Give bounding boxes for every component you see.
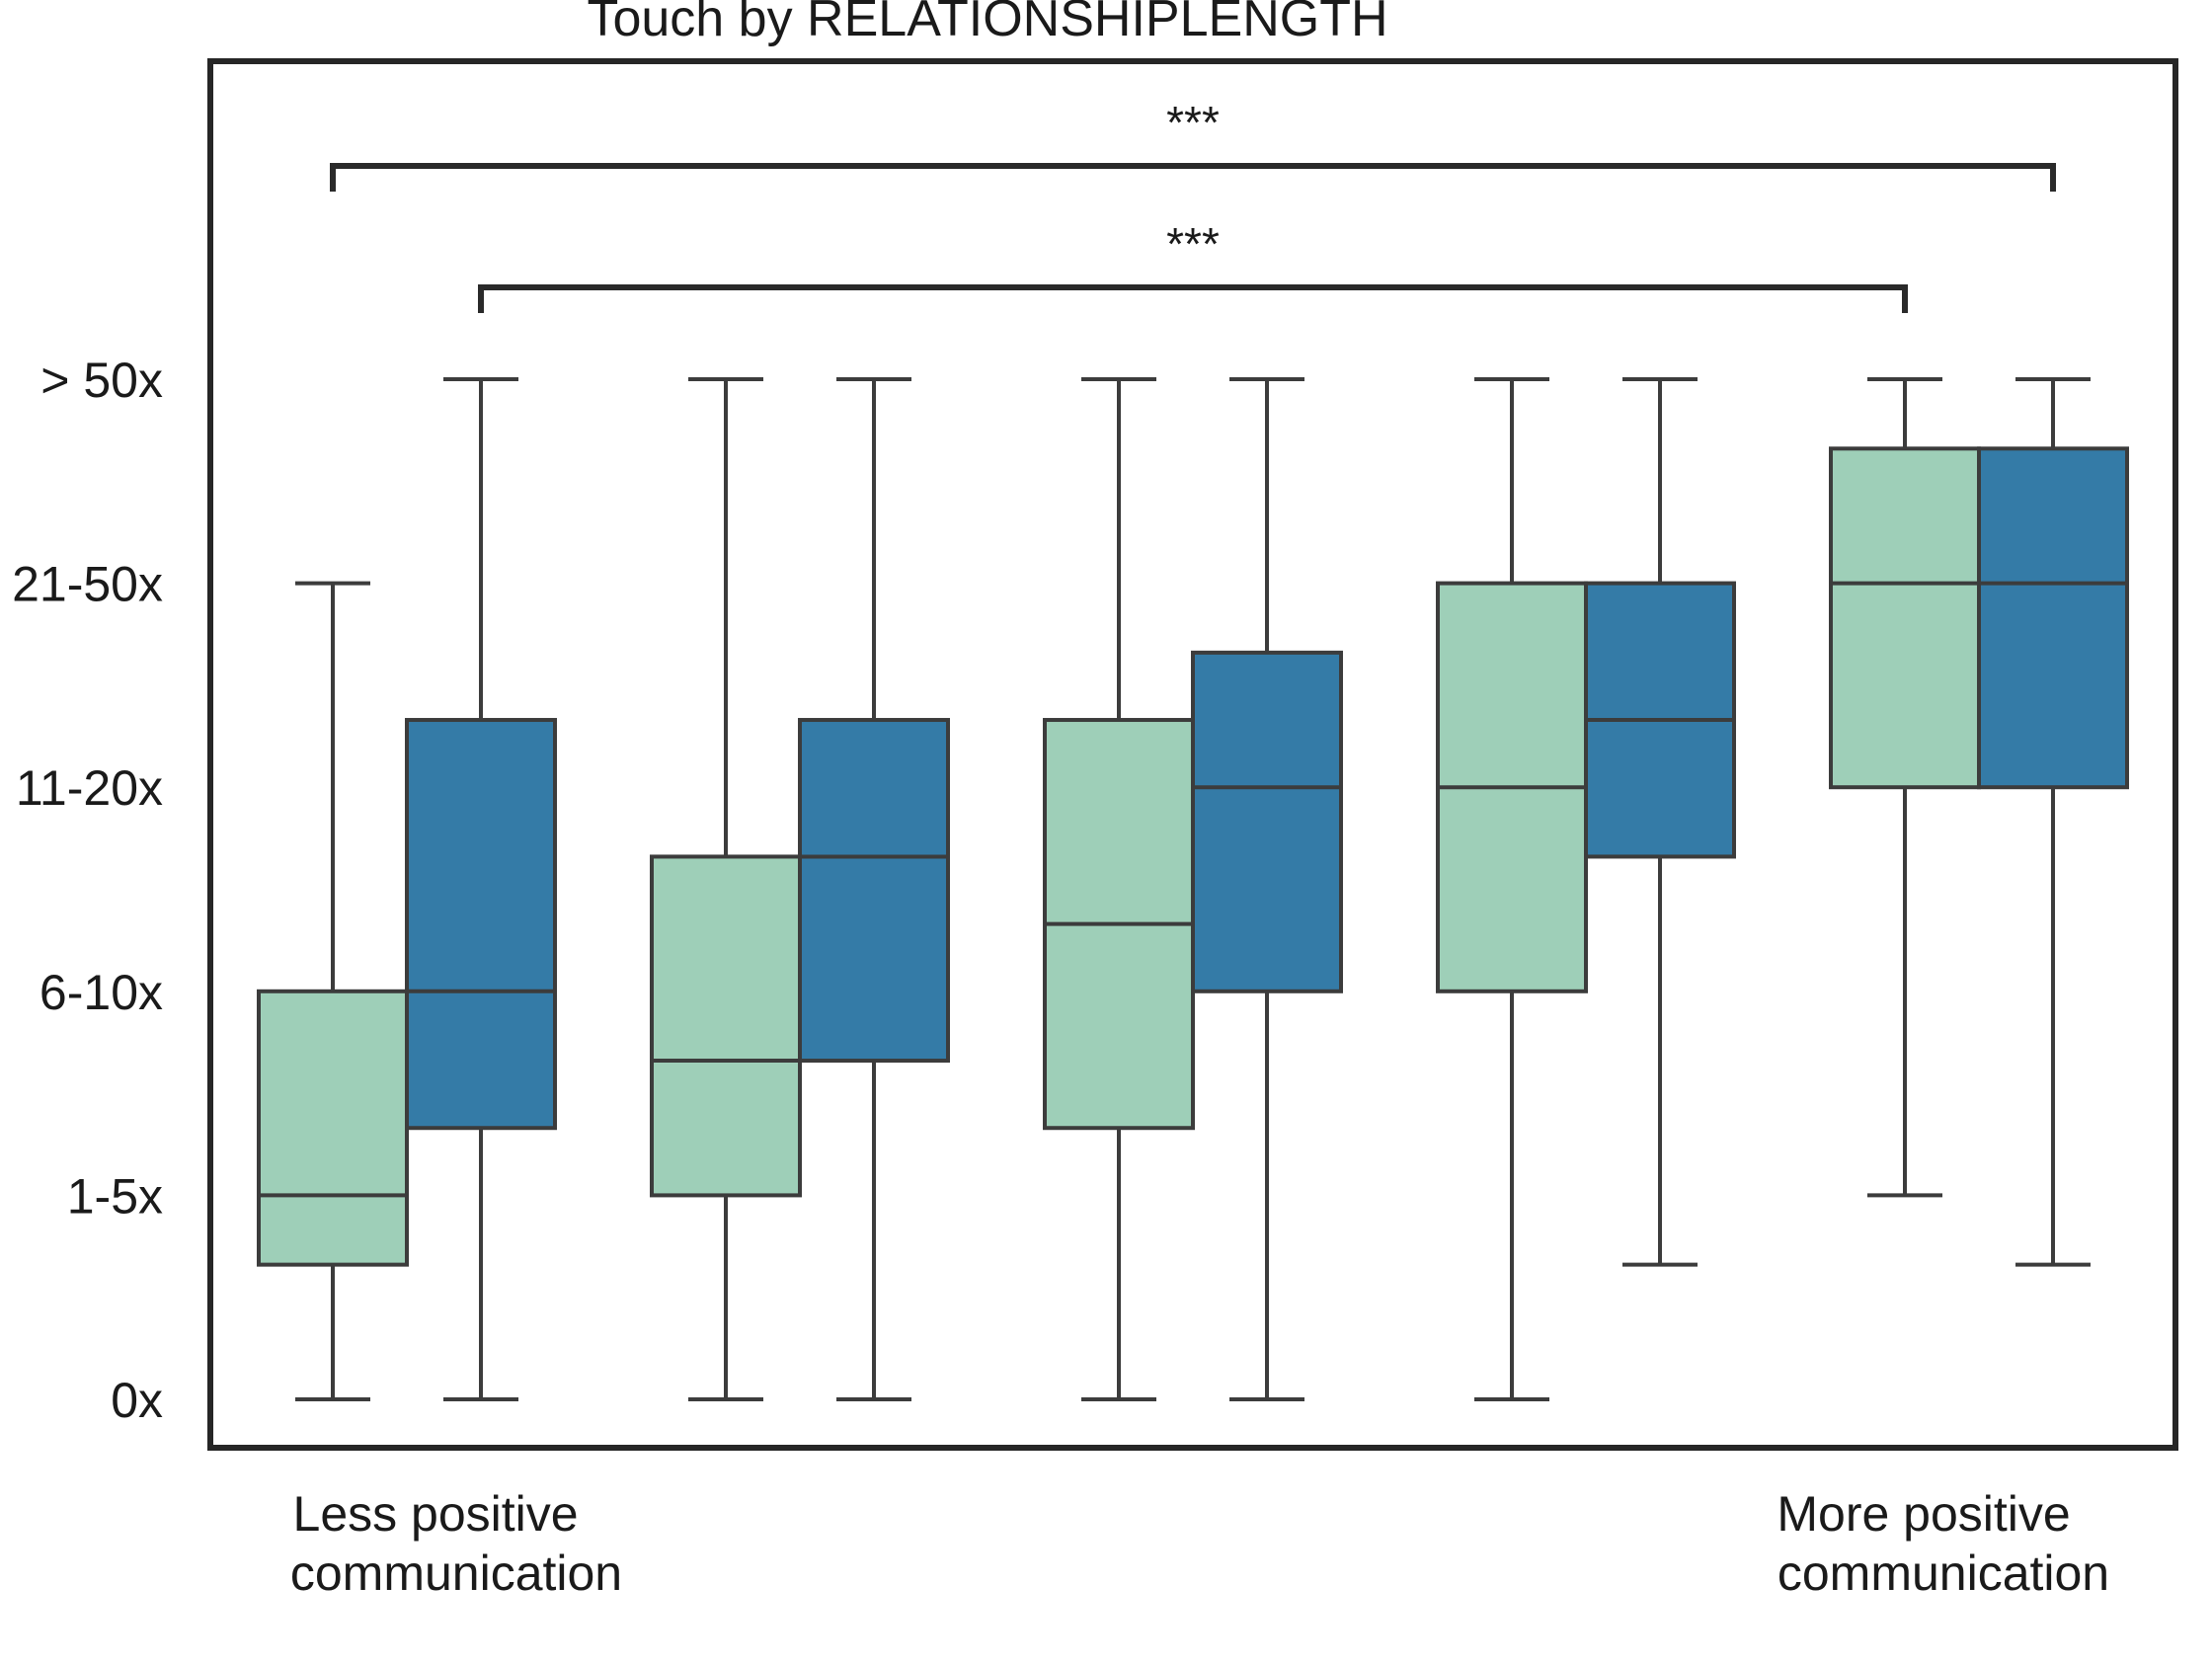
box-a-group-5 <box>1829 377 1981 1198</box>
iqr-box <box>405 718 557 1131</box>
chart-title: Touch by RELATIONSHIPLENGTH <box>587 0 1387 47</box>
box-series <box>257 377 2129 1401</box>
box-a-group-2 <box>650 377 802 1401</box>
y-axis-tick-labels: 0x 1-5x 6-10x 11-20x 21-50x > 50x <box>12 353 163 1428</box>
box-b-group-4 <box>1584 377 1736 1267</box>
y-tick-label: 0x <box>111 1373 163 1428</box>
significance-brackets: *** *** <box>330 97 2056 313</box>
box-a-group-4 <box>1436 377 1588 1401</box>
iqr-box <box>1191 650 1343 993</box>
y-tick-label: 6-10x <box>40 965 163 1020</box>
significance-bracket: *** <box>478 218 1908 313</box>
x-caption-right: More positive communication <box>1777 1486 2109 1601</box>
box-b-group-2 <box>798 377 950 1401</box>
iqr-box <box>1829 446 1981 790</box>
box-b-group-1 <box>405 377 557 1401</box>
y-tick-label: 11-20x <box>16 760 163 816</box>
iqr-box <box>257 989 409 1267</box>
significance-bracket: *** <box>330 97 2056 192</box>
box-b-group-5 <box>1977 377 2129 1267</box>
significance-label: *** <box>1166 97 1220 148</box>
y-tick-label: 1-5x <box>67 1168 163 1224</box>
iqr-box <box>1977 446 2129 790</box>
y-tick-label: 21-50x <box>12 557 163 612</box>
x-caption-left: Less positive communication <box>290 1486 622 1601</box>
box-a-group-1 <box>257 581 409 1401</box>
iqr-box <box>798 718 950 1064</box>
box-b-group-3 <box>1191 377 1343 1401</box>
significance-label: *** <box>1166 218 1220 270</box>
plot-frame <box>207 58 2178 1451</box>
iqr-box <box>650 854 802 1198</box>
bracket-line <box>330 163 2056 192</box>
y-tick-label: > 50x <box>40 353 163 408</box>
box-a-group-3 <box>1043 377 1195 1401</box>
bracket-line <box>478 284 1908 313</box>
